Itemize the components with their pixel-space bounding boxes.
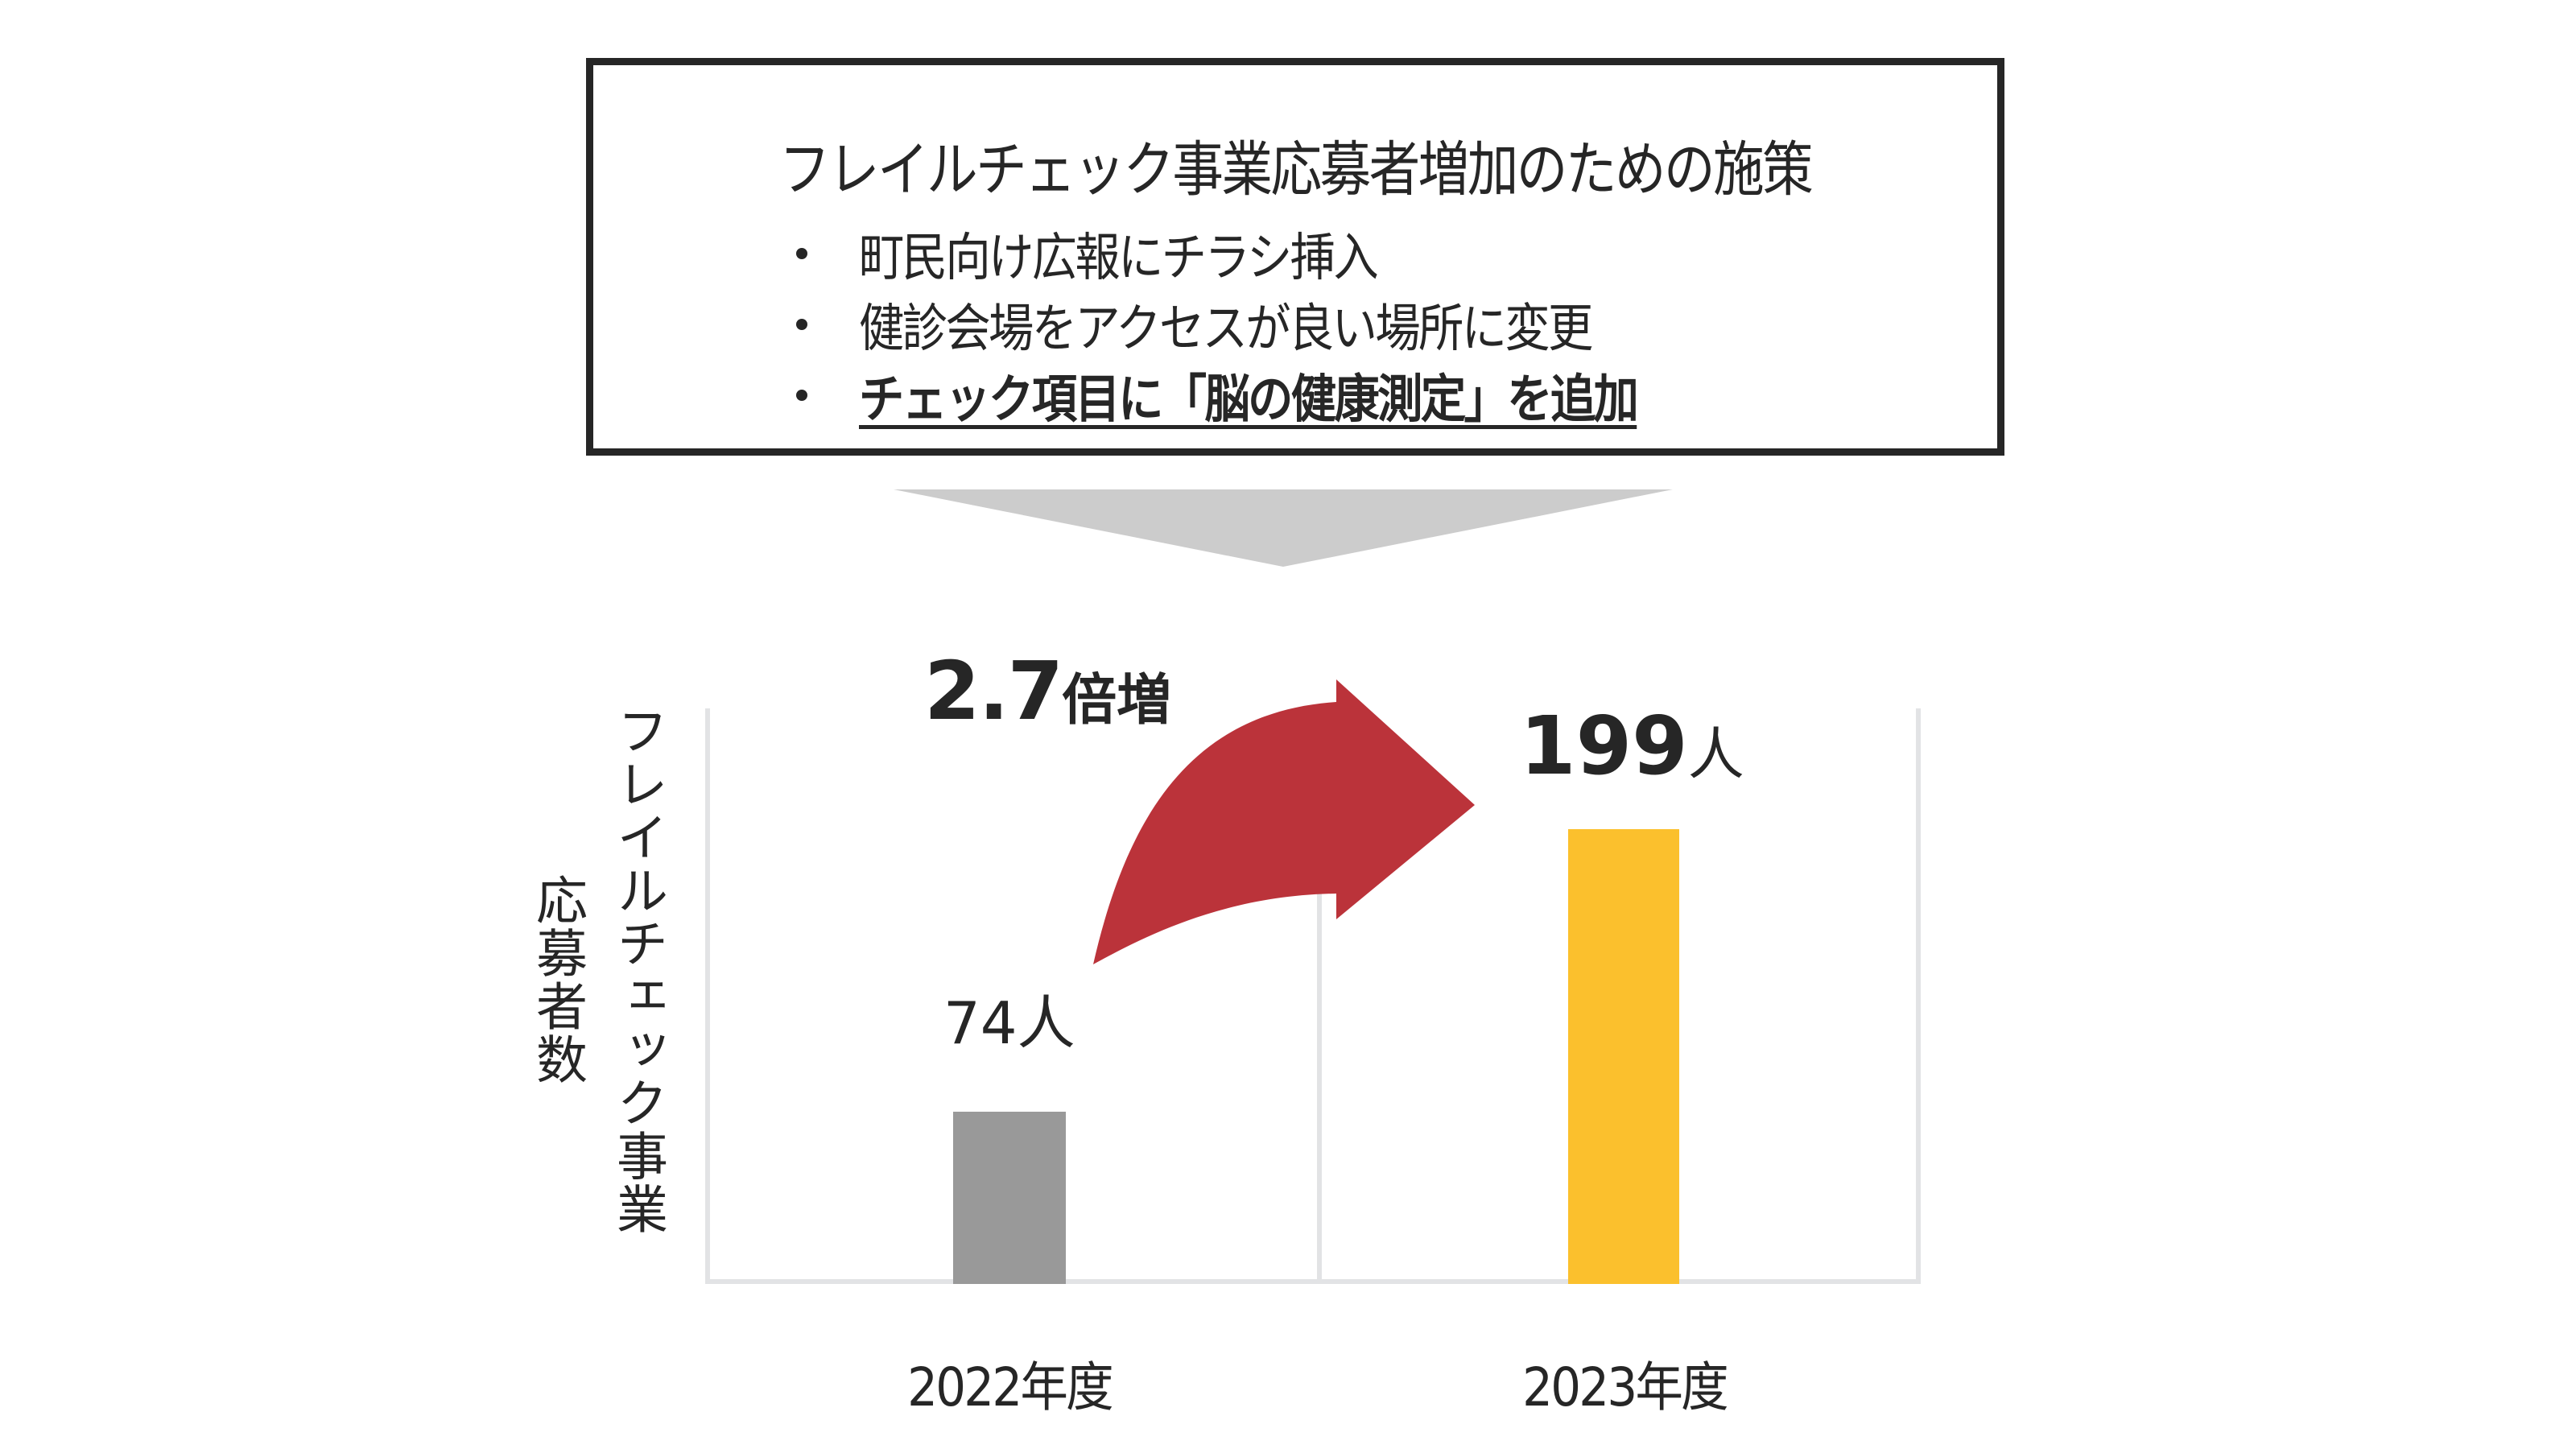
bullet-icon [796, 319, 807, 330]
chart-plot-area [705, 708, 1921, 1284]
value-label-2023: 199人 [1520, 699, 1744, 793]
bar-2023 [1568, 829, 1679, 1284]
y-axis-label-line2: 応募者数 [527, 873, 587, 1086]
measure-text-emphasis: チェック項目に「脳の健康測定」を追加 [859, 370, 1639, 430]
measure-text: 町民向け広報にチラシ挿入 [859, 229, 1379, 288]
x-tick-2022: 2022年度 [907, 1356, 1113, 1418]
list-item: チェック項目に「脳の健康測定」を追加 [796, 360, 1743, 431]
down-arrow-icon [894, 489, 1673, 567]
value-number: 199 [1520, 699, 1688, 793]
growth-multiplier: 2.7 [924, 644, 1063, 738]
measures-title: フレイルチェック事業応募者増加のための施策 [778, 135, 1814, 204]
x-tick-2023: 2023年度 [1522, 1356, 1728, 1418]
list-item: 健診会場をアクセスが良い場所に変更 [796, 289, 1743, 360]
value-label-2022: 74人 [943, 976, 1075, 1060]
measures-list: 町民向け広報にチラシ挿入 健診会場をアクセスが良い場所に変更 チェック項目に「脳… [796, 218, 1743, 431]
list-item: 町民向け広報にチラシ挿入 [796, 218, 1743, 289]
measures-box: フレイルチェック事業応募者増加のための施策 町民向け広報にチラシ挿入 健診会場を… [586, 58, 2004, 456]
value-unit: 人 [1687, 721, 1744, 787]
curved-up-arrow-icon [1093, 679, 1475, 964]
value-number: 74 [943, 989, 1018, 1057]
y-axis-label-line1: フレイルチェック事業 [608, 704, 667, 1236]
growth-annotation: 2.7倍増 [924, 644, 1171, 738]
chart-divider [1317, 708, 1322, 1284]
measure-text: 健診会場をアクセスが良い場所に変更 [859, 299, 1593, 359]
value-unit: 人 [1017, 989, 1075, 1057]
bar-2022 [953, 1112, 1066, 1284]
bullet-icon [796, 390, 807, 401]
growth-unit: 倍増 [1062, 669, 1172, 733]
bullet-icon [796, 248, 807, 259]
